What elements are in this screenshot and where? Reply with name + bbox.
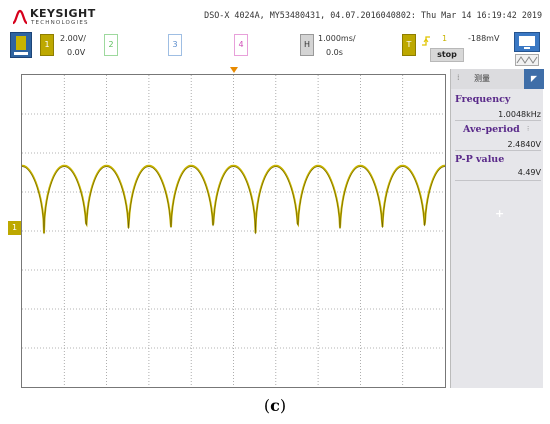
- control-bar: 1 2.00V/ 0.0V 2 3 4 H 1.000ms/ 0.0s T 1 …: [8, 31, 543, 67]
- divider: [455, 180, 541, 181]
- trigger-button[interactable]: T: [402, 34, 416, 56]
- measurement-label: Frequency: [455, 94, 511, 105]
- measurement-pp-value[interactable]: P-P value 4.49V: [455, 153, 541, 181]
- channel-1-offset: 0.0V: [67, 48, 86, 57]
- keysight-wave-icon: [12, 9, 28, 25]
- run-stop-button[interactable]: stop: [430, 48, 464, 62]
- drag-handle-icon[interactable]: ⁞: [457, 73, 460, 82]
- oscilloscope-screen: KEYSIGHT TECHNOLOGIES DSO-X 4024A, MY534…: [8, 5, 544, 388]
- brand-name: KEYSIGHT: [30, 7, 96, 20]
- channel-1-scale: 2.00V/: [60, 34, 86, 43]
- channel-1-trace: [22, 164, 445, 234]
- display-settings-icon[interactable]: [514, 32, 540, 52]
- measurement-ave-period[interactable]: Ave-period ⁝ 2.4840V: [455, 123, 541, 151]
- add-measurement-icon[interactable]: +: [495, 207, 505, 220]
- panel-title: 测量: [474, 74, 490, 83]
- trigger-level: -188mV: [468, 34, 500, 43]
- channel-3-button[interactable]: 3: [168, 34, 182, 56]
- figure-caption: (c): [263, 396, 287, 415]
- caption-letter: c: [270, 396, 280, 415]
- waveform-display[interactable]: [21, 74, 446, 388]
- brand-subtitle: TECHNOLOGIES: [31, 20, 89, 26]
- channel-1-trace-shadow: [22, 166, 445, 235]
- waveform-thumbnail-icon[interactable]: [515, 54, 539, 66]
- measurement-value: 1.0048kHz: [498, 110, 541, 119]
- info-icon: ⁝: [527, 125, 530, 133]
- divider: [455, 120, 541, 121]
- keysight-logo: KEYSIGHT TECHNOLOGIES: [12, 7, 122, 33]
- measurement-label: P-P value: [455, 154, 505, 165]
- horizontal-button[interactable]: H: [300, 34, 314, 56]
- measurement-label: Ave-period: [463, 124, 520, 135]
- instrument-info-line: DSO-X 4024A, MY53480431, 04.07.201604080…: [204, 10, 542, 20]
- measurement-value: 4.49V: [517, 168, 541, 177]
- waveform-graticule: [22, 75, 445, 387]
- measurement-value: 2.4840V: [507, 140, 541, 149]
- channel-4-button[interactable]: 4: [234, 34, 248, 56]
- grid-lines: [22, 75, 445, 387]
- channel-2-button[interactable]: 2: [104, 34, 118, 56]
- ground-marker-label: 1: [11, 223, 18, 232]
- trigger-source: 1: [442, 34, 448, 43]
- timebase-delay: 0.0s: [326, 48, 343, 57]
- timebase-scale: 1.000ms/: [318, 34, 356, 43]
- panel-header: ⁞ 测量 ◤: [451, 69, 544, 89]
- channel-1-button[interactable]: 1: [40, 34, 54, 56]
- rising-edge-icon: [422, 36, 430, 46]
- channel-1-settings-icon[interactable]: [10, 32, 32, 58]
- channel-1-ground-marker[interactable]: 1: [8, 221, 21, 235]
- measurement-panel: ⁞ 测量 ◤ Frequency 1.0048kHz Ave-period ⁝ …: [450, 69, 544, 388]
- panel-collapse-icon[interactable]: ◤: [524, 69, 544, 89]
- measurement-frequency[interactable]: Frequency 1.0048kHz: [455, 93, 541, 121]
- divider: [455, 150, 541, 151]
- trigger-position-marker[interactable]: [230, 67, 238, 73]
